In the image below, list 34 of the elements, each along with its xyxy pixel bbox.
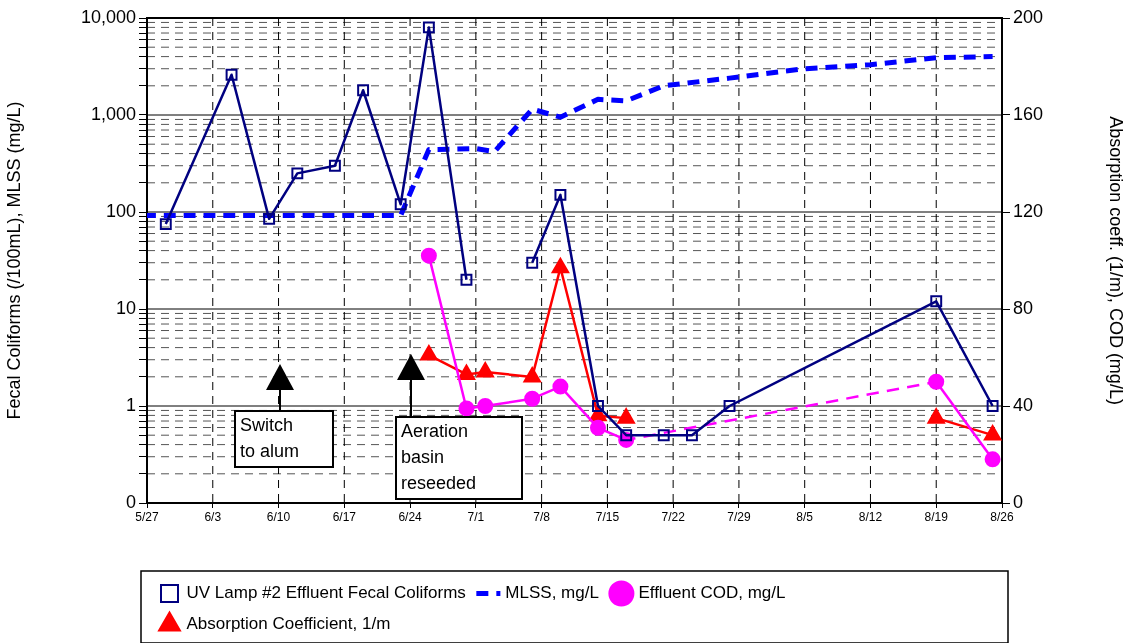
- x-tick-label: 6/24: [398, 509, 423, 524]
- x-tick-label: 8/19: [924, 509, 949, 524]
- y2-tick-label: 0: [1013, 491, 1024, 512]
- y2-tick-label: 40: [1013, 394, 1034, 415]
- y2-tick-label: 160: [1013, 103, 1044, 124]
- x-tick-label: 8/5: [796, 509, 814, 524]
- x-tick-label: 6/10: [266, 509, 291, 524]
- annotation: Aeration basin reseeded: [395, 416, 523, 500]
- x-tick-label: 7/15: [595, 509, 620, 524]
- y-tick-label: 100: [105, 200, 136, 221]
- x-tick-label: 7/1: [467, 509, 485, 524]
- x-tick-label: 6/17: [332, 509, 357, 524]
- x-tick-label: 8/26: [990, 509, 1014, 524]
- y-tick-label: 0: [125, 491, 136, 512]
- y-tick-label: 1,000: [90, 103, 136, 124]
- y-tick-label: 10: [115, 297, 136, 318]
- legend-label: UV Lamp #2 Effluent Fecal Coliforms: [186, 583, 466, 603]
- y-tick-label: 10,000: [80, 6, 136, 27]
- x-tick-label: 7/8: [533, 509, 551, 524]
- y2-tick-label: 120: [1013, 200, 1044, 221]
- x-tick-label: 7/22: [661, 509, 686, 524]
- y-tick-label: 1: [125, 394, 136, 415]
- legend-label: MLSS, mg/L: [505, 583, 599, 603]
- y2-tick-label: 80: [1013, 297, 1034, 318]
- x-tick-label: 6/3: [204, 509, 222, 524]
- x-tick-label: 7/29: [727, 509, 751, 524]
- legend-label: Effluent COD, mg/L: [638, 583, 786, 603]
- x-tick-label: 8/12: [858, 509, 883, 524]
- y2-tick-label: 200: [1013, 6, 1044, 27]
- x-tick-label: 5/27: [135, 509, 159, 524]
- annotation: Switch to alum: [234, 410, 334, 468]
- legend-label: Absorption Coefficient, 1/m: [186, 614, 391, 634]
- y-axis-title: Fecal Coliforms (/100mL), MLSS (mg/L): [3, 101, 24, 420]
- y2-axis-title: Absorption coeff. (1/m), COD (mg/L): [1106, 116, 1127, 405]
